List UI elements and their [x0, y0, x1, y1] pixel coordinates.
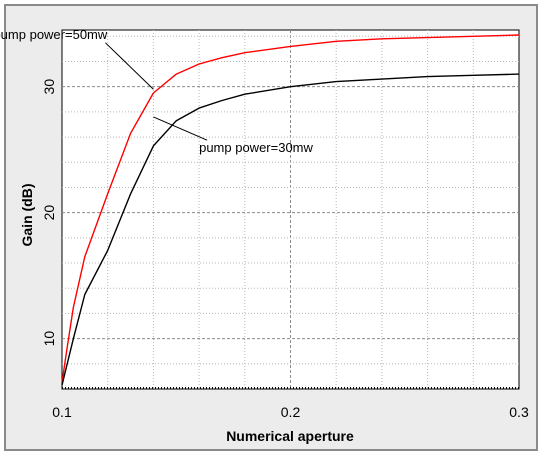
- series-line-pump-50mw: [61, 34, 520, 383]
- x-tick-labels: 0.1 0.2 0.3: [52, 404, 529, 420]
- x-tick-label: 0.1: [52, 404, 72, 420]
- grid-lines: [62, 30, 519, 389]
- annotation-pointer-pump-50mw: [105, 42, 154, 90]
- y-tick-labels: 10 20 30: [41, 79, 57, 347]
- plot-area: [61, 29, 520, 390]
- series-line-pump-30mw: [61, 73, 520, 386]
- series-lines: [61, 34, 520, 386]
- y-tick-label: 30: [41, 79, 57, 95]
- annotation-label-pump-30mw: pump power=30mw: [199, 140, 313, 155]
- x-tick-label: 0.2: [281, 404, 301, 420]
- x-tick-label: 0.3: [509, 404, 529, 420]
- y-axis-title: Gain (dB): [19, 184, 35, 247]
- annotations: pump power=50mw pump power=30mw: [0, 27, 314, 155]
- annotation-pointer-pump-30mw: [153, 116, 208, 141]
- y-tick-label: 10: [41, 331, 57, 347]
- annotation-label-pump-50mw: pump power=50mw: [0, 27, 108, 42]
- y-tick-label: 20: [41, 205, 57, 221]
- x-axis-title: Numerical aperture: [226, 428, 354, 444]
